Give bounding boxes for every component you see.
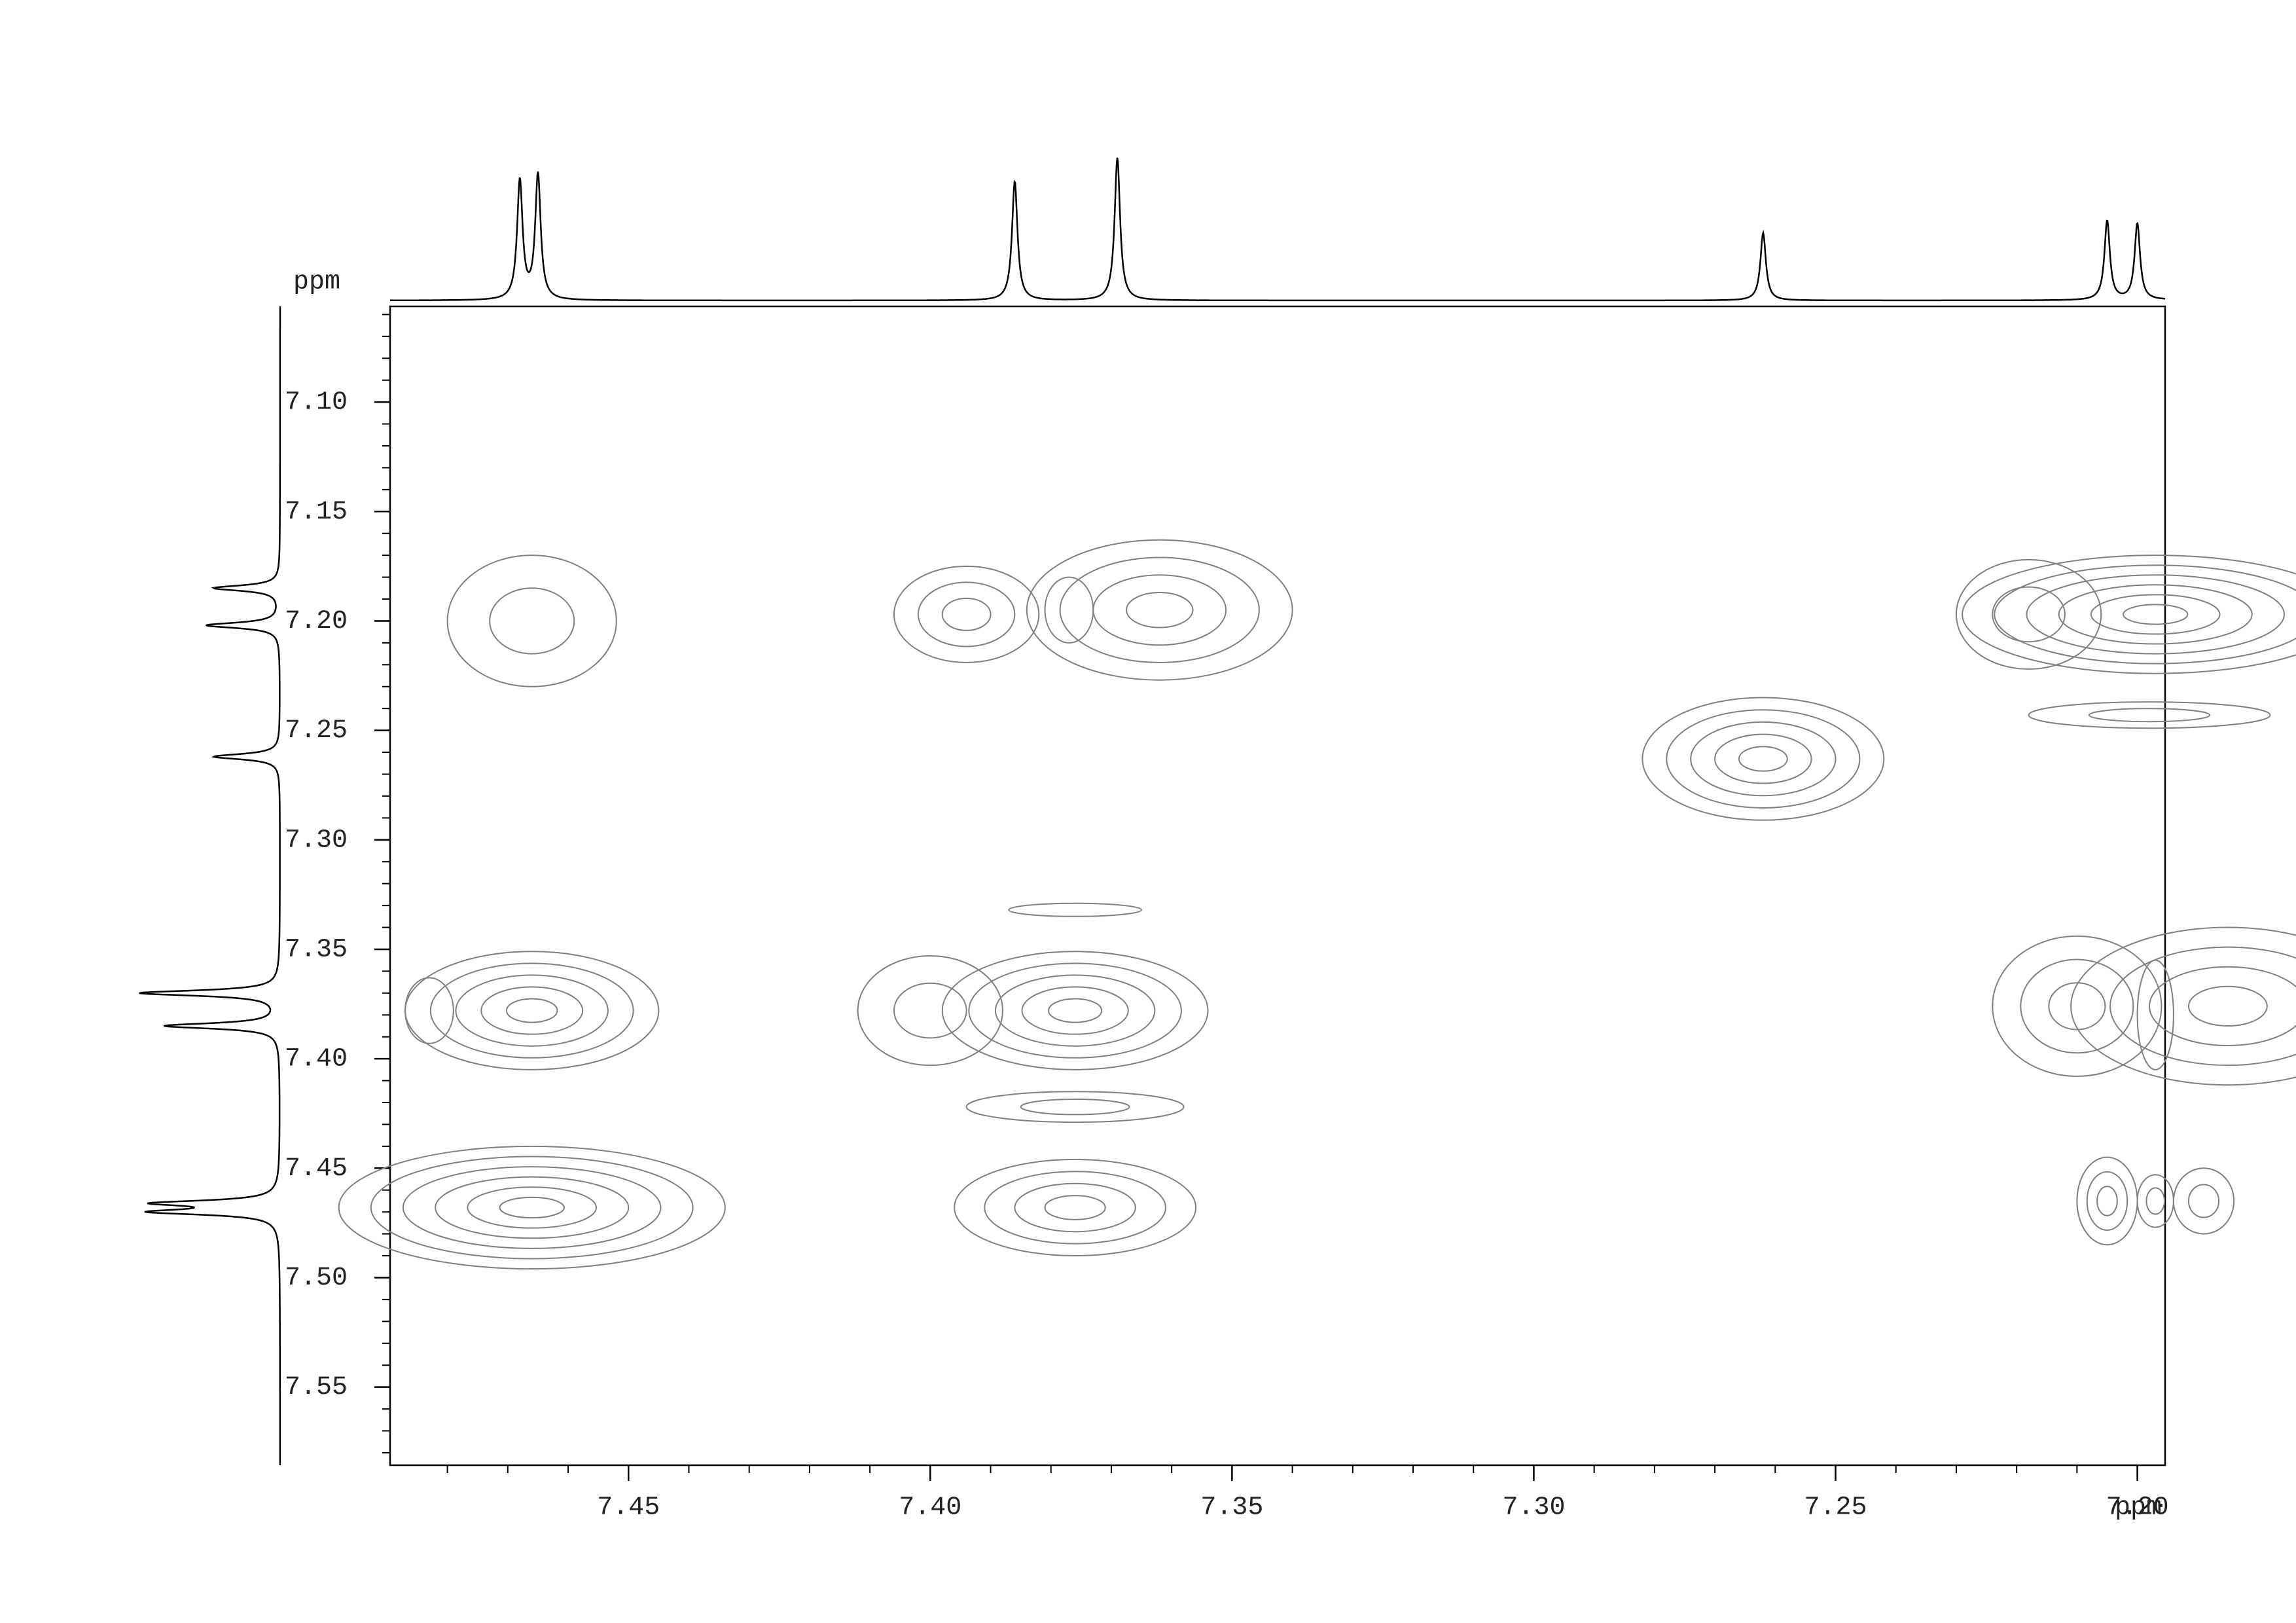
contour-level <box>446 555 617 687</box>
contour-level <box>1666 709 1861 809</box>
contour-level <box>467 1186 598 1229</box>
y-axis-label: ppm <box>293 268 340 297</box>
contour-level <box>1641 697 1885 821</box>
contour-level <box>1690 721 1837 797</box>
contour-level <box>402 1166 662 1249</box>
contour-level <box>455 974 609 1047</box>
contour-level <box>2109 946 2296 1067</box>
contour-level <box>1962 555 2296 674</box>
contour-level <box>2145 1187 2166 1215</box>
contour-level <box>338 1145 726 1270</box>
contour-level <box>1044 1195 1106 1220</box>
contour-level <box>1044 576 1094 644</box>
contour-level <box>429 962 634 1059</box>
contour-level <box>1014 1182 1136 1233</box>
contour-level <box>2187 1184 2220 1218</box>
contour-level <box>2058 584 2253 645</box>
contour-level <box>2149 966 2296 1047</box>
contour-level <box>2172 1167 2235 1235</box>
contour-level <box>489 587 575 655</box>
x-tick-label: 7.20 <box>2106 1493 2169 1523</box>
contour-level <box>1994 564 2296 665</box>
contour-level <box>941 597 992 631</box>
y-tick-label: 7.25 <box>285 716 348 746</box>
plot-frame <box>389 305 2166 1467</box>
contour-level <box>1126 591 1194 629</box>
left-projection <box>139 306 281 1465</box>
contour-level <box>499 1196 565 1219</box>
contour-level <box>954 1158 1197 1257</box>
contour-level <box>2187 985 2268 1027</box>
contour-level <box>2136 1174 2174 1228</box>
contour-level <box>893 982 967 1039</box>
contour-level <box>2096 1186 2118 1216</box>
contour-level <box>1059 556 1260 663</box>
contour-level <box>1020 1098 1130 1116</box>
y-tick-label: 7.55 <box>285 1373 348 1402</box>
contour-level <box>2086 1171 2128 1231</box>
contour-level <box>2123 604 2189 625</box>
contour-level <box>2048 982 2106 1030</box>
y-tick-label: 7.20 <box>285 607 348 636</box>
contour-level <box>917 581 1016 647</box>
contour-level <box>941 951 1209 1070</box>
x-tick-label: 7.45 <box>597 1493 660 1523</box>
contour-level <box>2070 926 2296 1086</box>
contour-level <box>994 974 1156 1047</box>
contour-level <box>893 565 1040 663</box>
x-tick-label: 7.25 <box>1804 1493 1867 1523</box>
contour-level <box>2090 594 2221 635</box>
contour-level <box>1738 746 1788 772</box>
contour-level <box>2026 574 2285 655</box>
contour-level <box>435 1176 630 1239</box>
contour-level <box>968 962 1182 1059</box>
y-tick-label: 7.50 <box>285 1264 348 1293</box>
contour-level <box>965 1091 1185 1123</box>
contour-level <box>1714 733 1812 784</box>
y-tick-label: 7.35 <box>285 936 348 965</box>
contour-level <box>1008 902 1143 917</box>
contour-level <box>404 951 660 1070</box>
contour-level <box>2088 708 2211 723</box>
contour-level <box>404 977 454 1044</box>
x-axis-label: ppm <box>2115 1493 2162 1523</box>
contour-level <box>2076 1156 2138 1246</box>
y-tick-label: 7.30 <box>285 826 348 855</box>
contour-level <box>2028 701 2271 729</box>
contour-level <box>857 955 1003 1067</box>
contour-level <box>984 1171 1166 1245</box>
contour-level <box>370 1156 694 1260</box>
x-tick-label: 7.30 <box>1502 1493 1565 1523</box>
contour-level <box>505 998 558 1023</box>
y-tick-label: 7.40 <box>285 1045 348 1074</box>
y-tick-label: 7.10 <box>285 388 348 418</box>
contour-level <box>1048 998 1103 1023</box>
y-tick-label: 7.45 <box>285 1154 348 1184</box>
contour-level <box>2020 958 2134 1054</box>
contour-level <box>1992 586 2066 643</box>
contour-level <box>1992 935 2162 1077</box>
contour-level <box>1021 986 1129 1035</box>
contour-level <box>1092 574 1227 646</box>
contour-level <box>1955 558 2102 670</box>
x-tick-label: 7.40 <box>899 1493 961 1523</box>
contour-level <box>1026 539 1293 681</box>
top-projection <box>390 157 2166 302</box>
contour-level <box>480 986 584 1035</box>
y-tick-label: 7.15 <box>285 498 348 527</box>
x-tick-label: 7.35 <box>1200 1493 1263 1523</box>
contour-level <box>2136 959 2174 1070</box>
